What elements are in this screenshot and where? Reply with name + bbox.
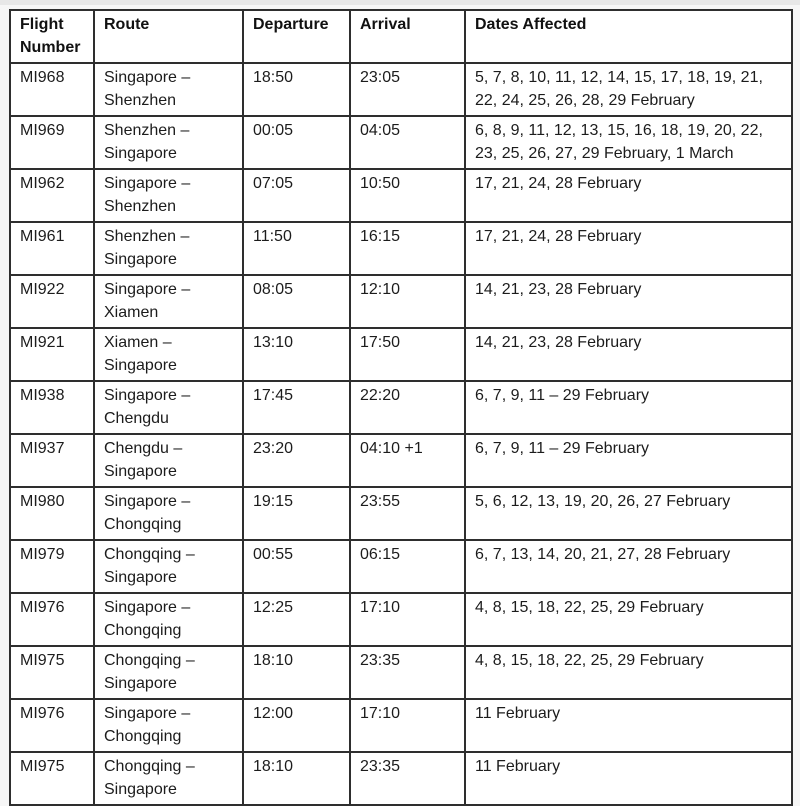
arrival-cell: 23:35 bbox=[349, 751, 466, 806]
route-cell: Singapore – Chengdu bbox=[93, 380, 244, 435]
flight-number-cell: MI962 bbox=[9, 168, 95, 223]
table-row: MI921 Xiamen – Singapore 13:10 17:50 14, 21,… bbox=[9, 327, 793, 382]
arrival-cell: 23:35 bbox=[349, 645, 466, 700]
departure-cell: 12:00 bbox=[242, 698, 351, 753]
flight-number-cell: MI979 bbox=[9, 539, 95, 594]
flight-number-cell: MI969 bbox=[9, 115, 95, 170]
route-cell: Singapore – Chongqing bbox=[93, 486, 244, 541]
table-row: MI961 Shenzhen – Singapore 11:50 16:15 17, 2… bbox=[9, 221, 793, 276]
flight-number-cell: MI938 bbox=[9, 380, 95, 435]
departure-cell: 18:10 bbox=[242, 645, 351, 700]
arrival-cell: 04:05 bbox=[349, 115, 466, 170]
flight-number-cell: MI937 bbox=[9, 433, 95, 488]
arrival-cell: 16:15 bbox=[349, 221, 466, 276]
arrival-cell: 06:15 bbox=[349, 539, 466, 594]
route-cell: Singapore – Shenzhen bbox=[93, 62, 244, 117]
departure-cell: 18:10 bbox=[242, 751, 351, 806]
route-cell: Shenzhen – Singapore bbox=[93, 115, 244, 170]
dates-affected-cell: 6, 8, 9, 11, 12, 13, 15, 16, 18, 19, 20,… bbox=[464, 115, 793, 170]
dates-affected-cell: 14, 21, 23, 28 February bbox=[464, 327, 793, 382]
departure-cell: 08:05 bbox=[242, 274, 351, 329]
departure-cell: 07:05 bbox=[242, 168, 351, 223]
flight-number-cell: MI980 bbox=[9, 486, 95, 541]
arrival-cell: 17:10 bbox=[349, 592, 466, 647]
table-row: MI969 Shenzhen – Singapore 00:05 04:05 6, 8,… bbox=[9, 115, 793, 170]
route-cell: Chongqing – Singapore bbox=[93, 645, 244, 700]
departure-cell: 00:05 bbox=[242, 115, 351, 170]
route-cell: Chengdu – Singapore bbox=[93, 433, 244, 488]
departure-cell: 17:45 bbox=[242, 380, 351, 435]
route-cell: Xiamen – Singapore bbox=[93, 327, 244, 382]
dates-affected-cell: 11 February bbox=[464, 698, 793, 753]
route-cell: Singapore – Chongqing bbox=[93, 592, 244, 647]
column-header-dates-affected: Dates Affected bbox=[464, 9, 793, 64]
column-header-flight-number: Flight Number bbox=[9, 9, 95, 64]
route-cell: Singapore – Shenzhen bbox=[93, 168, 244, 223]
flight-number-cell: MI976 bbox=[9, 592, 95, 647]
table-row: MI938 Singapore – Chengdu 17:45 22:20 6, 7, … bbox=[9, 380, 793, 435]
table-row: MI976 Singapore – Chongqing 12:00 17:10 11 F… bbox=[9, 698, 793, 753]
dates-affected-cell: 6, 7, 9, 11 – 29 February bbox=[464, 380, 793, 435]
route-cell: Chongqing – Singapore bbox=[93, 751, 244, 806]
route-cell: Singapore – Chongqing bbox=[93, 698, 244, 753]
route-cell: Chongqing – Singapore bbox=[93, 539, 244, 594]
table-row: MI979 Chongqing – Singapore 00:55 06:15 6, 7… bbox=[9, 539, 793, 594]
flight-number-cell: MI961 bbox=[9, 221, 95, 276]
departure-cell: 13:10 bbox=[242, 327, 351, 382]
arrival-cell: 04:10 +1 bbox=[349, 433, 466, 488]
arrival-cell: 22:20 bbox=[349, 380, 466, 435]
column-header-arrival: Arrival bbox=[349, 9, 466, 64]
arrival-cell: 10:50 bbox=[349, 168, 466, 223]
arrival-cell: 12:10 bbox=[349, 274, 466, 329]
flight-schedule-table: Flight Number Route Departure Arrival Dates … bbox=[9, 9, 793, 806]
arrival-cell: 17:50 bbox=[349, 327, 466, 382]
page-top-edge bbox=[0, 0, 800, 5]
table-row: MI968 Singapore – Shenzhen 18:50 23:05 5, 7,… bbox=[9, 62, 793, 117]
table-row: MI975 Chongqing – Singapore 18:10 23:35 11 F… bbox=[9, 751, 793, 806]
dates-affected-cell: 4, 8, 15, 18, 22, 25, 29 February bbox=[464, 592, 793, 647]
flight-number-cell: MI976 bbox=[9, 698, 95, 753]
table-row: MI976 Singapore – Chongqing 12:25 17:10 4, 8… bbox=[9, 592, 793, 647]
departure-cell: 00:55 bbox=[242, 539, 351, 594]
column-header-route: Route bbox=[93, 9, 244, 64]
dates-affected-cell: 5, 6, 12, 13, 19, 20, 26, 27 February bbox=[464, 486, 793, 541]
departure-cell: 18:50 bbox=[242, 62, 351, 117]
table-row: MI922 Singapore – Xiamen 08:05 12:10 14, 21,… bbox=[9, 274, 793, 329]
dates-affected-cell: 4, 8, 15, 18, 22, 25, 29 February bbox=[464, 645, 793, 700]
column-header-departure: Departure bbox=[242, 9, 351, 64]
table-header: Flight Number Route Departure Arrival Dates … bbox=[9, 9, 793, 64]
route-cell: Shenzhen – Singapore bbox=[93, 221, 244, 276]
flight-number-cell: MI975 bbox=[9, 645, 95, 700]
header-row: Flight Number Route Departure Arrival Dates … bbox=[9, 9, 793, 64]
dates-affected-cell: 17, 21, 24, 28 February bbox=[464, 221, 793, 276]
table-row: MI975 Chongqing – Singapore 18:10 23:35 4, 8… bbox=[9, 645, 793, 700]
dates-affected-cell: 6, 7, 9, 11 – 29 February bbox=[464, 433, 793, 488]
dates-affected-cell: 6, 7, 13, 14, 20, 21, 27, 28 February bbox=[464, 539, 793, 594]
dates-affected-cell: 14, 21, 23, 28 February bbox=[464, 274, 793, 329]
arrival-cell: 23:55 bbox=[349, 486, 466, 541]
dates-affected-cell: 11 February bbox=[464, 751, 793, 806]
arrival-cell: 17:10 bbox=[349, 698, 466, 753]
flight-number-cell: MI968 bbox=[9, 62, 95, 117]
dates-affected-cell: 5, 7, 8, 10, 11, 12, 14, 15, 17, 18, 19,… bbox=[464, 62, 793, 117]
table-row: MI962 Singapore – Shenzhen 07:05 10:50 17, 2… bbox=[9, 168, 793, 223]
arrival-cell: 23:05 bbox=[349, 62, 466, 117]
table-row: MI980 Singapore – Chongqing 19:15 23:55 5, 6… bbox=[9, 486, 793, 541]
departure-cell: 11:50 bbox=[242, 221, 351, 276]
flight-number-cell: MI975 bbox=[9, 751, 95, 806]
departure-cell: 23:20 bbox=[242, 433, 351, 488]
table-body: MI968 Singapore – Shenzhen 18:50 23:05 5, 7,… bbox=[9, 62, 793, 806]
departure-cell: 19:15 bbox=[242, 486, 351, 541]
flight-number-cell: MI921 bbox=[9, 327, 95, 382]
departure-cell: 12:25 bbox=[242, 592, 351, 647]
flight-number-cell: MI922 bbox=[9, 274, 95, 329]
route-cell: Singapore – Xiamen bbox=[93, 274, 244, 329]
dates-affected-cell: 17, 21, 24, 28 February bbox=[464, 168, 793, 223]
table-row: MI937 Chengdu – Singapore 23:20 04:10 +1 6, … bbox=[9, 433, 793, 488]
